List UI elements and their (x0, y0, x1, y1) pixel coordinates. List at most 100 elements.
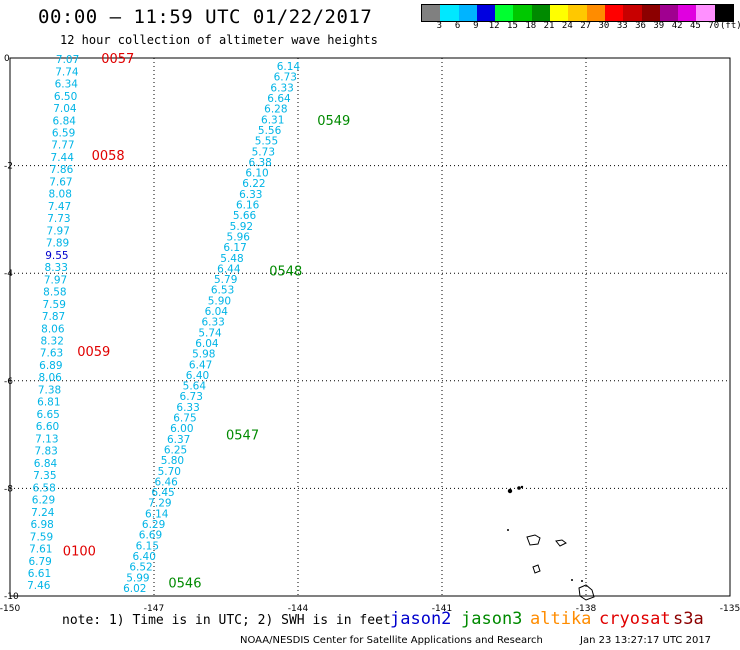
wave-height-value: 5.92 (230, 221, 253, 233)
pass-time-label: 0059 (77, 345, 110, 360)
wave-height-value: 7.97 (47, 225, 70, 237)
island-dot (517, 486, 521, 490)
wave-height-value: 7.59 (30, 531, 53, 543)
color-legend (421, 4, 734, 22)
legend-label: 21 (543, 21, 555, 31)
x-tick-label: -138 (576, 604, 597, 614)
wave-height-value: 8.58 (43, 287, 66, 299)
wave-height-value: 6.37 (167, 434, 190, 446)
wave-height-value: 6.50 (54, 91, 77, 103)
island-dot (571, 579, 573, 581)
y-tick-label: -8 (4, 484, 13, 494)
legend-swatch (495, 5, 514, 21)
wave-height-value: 6.79 (28, 556, 51, 568)
wave-height-value: 5.96 (227, 231, 251, 243)
y-tick-label: -6 (4, 377, 13, 387)
generation-timestamp: Jan 23 13:27:17 UTC 2017 (580, 635, 712, 646)
pass-time-label: 0546 (168, 577, 201, 592)
wave-height-value: 7.29 (148, 498, 171, 510)
legend-swatch (476, 5, 496, 21)
wave-height-value: 6.29 (142, 519, 165, 531)
x-tick-label: -141 (432, 604, 452, 614)
wave-height-value: 7.89 (46, 238, 69, 250)
island-dot (581, 580, 583, 582)
island-outline (578, 584, 595, 601)
wave-height-value: 6.59 (52, 127, 75, 139)
legend-label: 24 (561, 21, 573, 31)
wave-height-value: 6.47 (189, 359, 212, 371)
wave-height-value: 6.14 (277, 61, 301, 73)
legend-swatch (568, 5, 587, 21)
island-dot (507, 529, 509, 531)
mission-cryosat: cryosat (599, 609, 671, 629)
wave-height-value: 6.73 (180, 391, 203, 403)
wave-height-value: 7.24 (31, 507, 55, 519)
wave-height-value: 5.56 (258, 125, 282, 137)
wave-height-value: 5.90 (208, 295, 231, 307)
legend-swatch (641, 5, 660, 21)
wave-height-value: 8.06 (38, 372, 62, 384)
x-tick-label: -144 (288, 604, 309, 614)
mission-altika: altika (530, 609, 592, 629)
wave-height-value: 6.52 (129, 562, 152, 574)
legend-label: 36 (635, 21, 646, 31)
wave-height-value: 6.29 (32, 495, 55, 507)
wave-height-value: 7.63 (40, 348, 63, 360)
wave-height-value: 5.48 (220, 253, 243, 265)
wave-height-value: 7.67 (49, 176, 72, 188)
credit-text: NOAA/NESDIS Center for Satellite Applica… (240, 635, 543, 646)
wave-height-value: 6.02 (123, 583, 146, 595)
wave-height-value: 5.73 (252, 146, 275, 158)
x-tick-label: -150 (0, 604, 20, 614)
wave-height-value: 7.04 (53, 103, 77, 115)
y-tick-label: -4 (4, 269, 13, 279)
wave-height-value: 6.22 (242, 178, 265, 190)
wave-height-value: 5.70 (158, 466, 181, 478)
legend-swatch (678, 5, 697, 21)
legend-label: 45 (689, 21, 701, 31)
legend-swatch (550, 5, 569, 21)
pass-time-label: 0100 (63, 544, 96, 559)
legend-swatch (458, 5, 477, 21)
wave-height-value: 7.35 (33, 470, 56, 482)
wave-height-value: 6.46 (154, 476, 178, 488)
wave-height-value: 5.99 (126, 572, 149, 584)
island-dot (507, 488, 513, 494)
island-outline (555, 539, 567, 547)
legend-swatch (623, 5, 642, 21)
wave-height-value: 6.45 (151, 487, 174, 499)
wave-height-value: 6.44 (217, 263, 241, 275)
wave-height-value: 6.28 (264, 104, 287, 116)
wave-height-value: 7.07 (56, 54, 79, 66)
wave-height-value: 8.06 (41, 323, 65, 335)
legend-swatch (714, 5, 734, 21)
wave-height-value: 6.69 (139, 530, 162, 542)
page-title: 00:00 – 11:59 UTC 01/22/2017 (38, 6, 373, 28)
pass-time-label: 0548 (269, 265, 302, 280)
wave-height-value: 6.25 (164, 444, 187, 456)
pass-time-label: 0549 (317, 114, 350, 129)
wave-height-value: 7.86 (50, 164, 74, 176)
wave-height-value: 7.47 (48, 201, 71, 213)
wave-height-value: 5.74 (198, 327, 222, 339)
pass-time-label: 0057 (101, 52, 134, 67)
wave-height-value: 6.58 (32, 482, 55, 494)
wave-height-value: 6.34 (55, 79, 79, 91)
wave-height-value: 6.04 (205, 306, 229, 318)
wave-height-value: 6.33 (270, 82, 293, 94)
legend-label: 9 (473, 21, 479, 31)
wave-height-value: 6.73 (274, 72, 297, 84)
pass-time-label: 0058 (92, 149, 125, 164)
wave-height-value: 8.32 (41, 336, 64, 348)
wave-height-value: 7.87 (42, 311, 65, 323)
wave-height-value: 5.64 (183, 381, 207, 393)
wave-height-value: 7.77 (51, 140, 74, 152)
mission-s3a: s3a (673, 609, 704, 629)
mission-jason3: jason3 (461, 609, 523, 629)
legend-swatch (659, 5, 679, 21)
wave-height-value: 5.98 (192, 349, 215, 361)
legend-label: 3 (436, 21, 442, 31)
wave-height-value: 6.98 (30, 519, 53, 531)
legend-label: 27 (580, 21, 592, 31)
